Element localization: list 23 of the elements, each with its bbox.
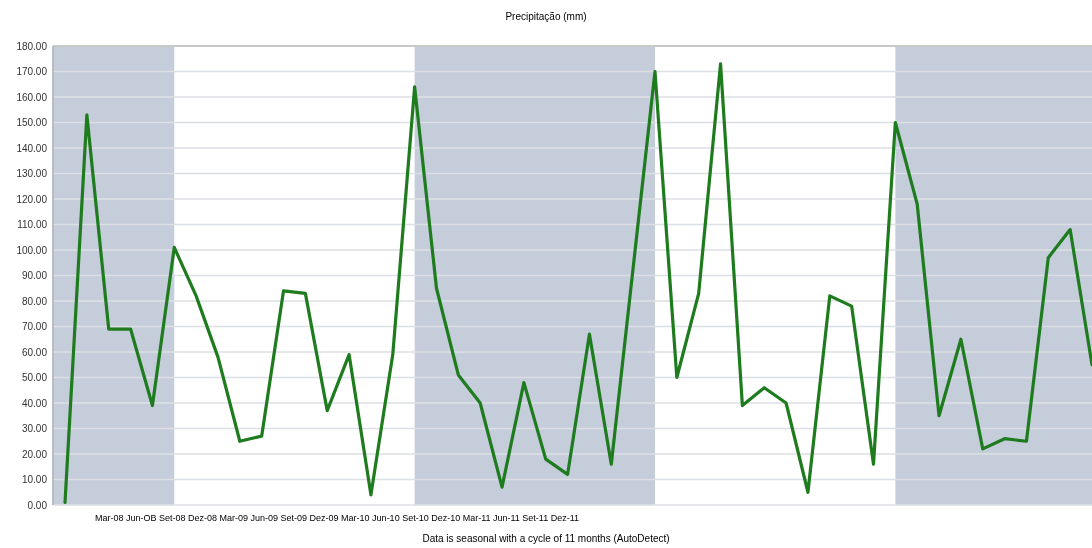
line-series <box>63 62 1092 505</box>
y-tick-label: 40.00 <box>21 397 48 409</box>
y-tick-label: 170.00 <box>16 66 48 77</box>
y-tick-label: 30.00 <box>21 423 48 434</box>
y-tick-label: 60.00 <box>21 346 48 358</box>
text: Mar-08 Jun-OB Set-08 Dez-08 Mar-09 Jun-09 Set-09 Dez-09 Mar-10 Jun-10 Set-10 Dez-10 Mar-11 Jun-11 Set-11 Dez-11 <box>95 513 580 523</box>
text: Data is seasonal with a cycle of 11 months (AutoDetect) <box>422 533 670 544</box>
y-tick-label: 10.00 <box>21 474 48 485</box>
y-tick-label: 180.00 <box>16 40 48 52</box>
y-tick-label: 150.00 <box>16 117 48 128</box>
y-tick-label: 110.00 <box>17 219 48 230</box>
y-tick-label: 90.00 <box>21 270 48 281</box>
y-tick-label: 80.00 <box>21 295 48 307</box>
y-tick-label: 50.00 <box>21 372 48 383</box>
y-tick-label: 130.00 <box>16 168 48 179</box>
y-tick-label: 20.00 <box>21 448 48 460</box>
y-tick-label: 160.00 <box>16 91 48 103</box>
y-tick-label: 140.00 <box>16 142 48 154</box>
y-tick-label: 100.00 <box>16 244 48 256</box>
y-tick-label: 120.00 <box>16 193 48 205</box>
y-tick-label: 70.00 <box>21 321 48 332</box>
chart-title: Precipitação (mm) <box>505 11 587 22</box>
y-tick-label: 0.00 <box>27 499 48 511</box>
